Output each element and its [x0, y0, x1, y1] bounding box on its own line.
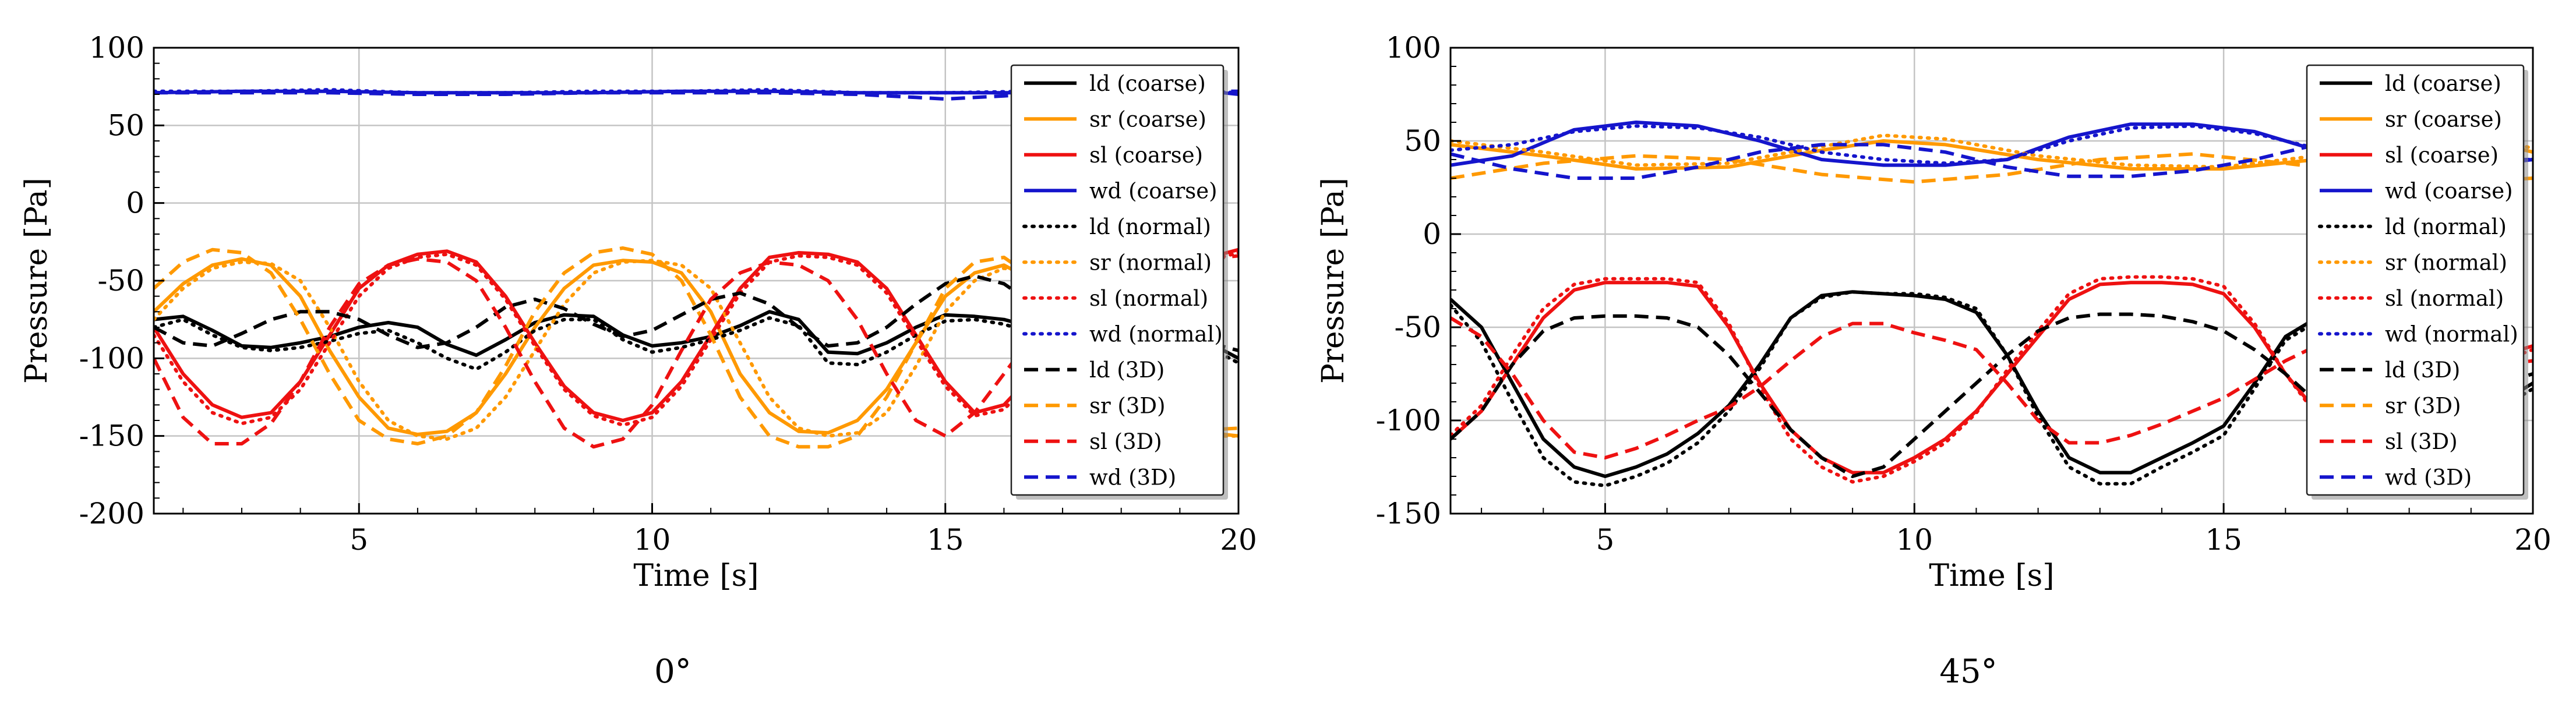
legend-label-sr-normal: sr (normal) — [1089, 250, 1212, 275]
legend-box — [2306, 64, 2525, 496]
legend: ld (coarse) sr (coarse) sl (coarse) wd (coa… — [2306, 64, 2528, 500]
x-tick-label: 15 — [927, 523, 964, 557]
x-tick-label: 15 — [2205, 523, 2242, 557]
legend-label-sr-normal: sr (normal) — [2385, 250, 2507, 275]
legend-label-sr-coarse: sr (coarse) — [2385, 107, 2502, 132]
legend-label-sl-3d: sl (3D) — [1089, 429, 1162, 454]
legend-label-ld-3d: ld (3D) — [2385, 358, 2460, 383]
legend-label-wd-coarse: wd (coarse) — [2385, 178, 2513, 203]
legend-box — [1010, 64, 1225, 496]
legend-label-sr-coarse: sr (coarse) — [1089, 107, 1206, 132]
y-tick-label: 100 — [1386, 31, 1441, 65]
y-tick-label: -150 — [79, 419, 144, 453]
y-axis-label: Pressure [Pa] — [1316, 178, 1351, 384]
chart-panel-45deg: 5 10 15 20 -150 -100 -50 0 50 100 Time [s] Pressure… — [1316, 31, 2552, 691]
x-tick-label: 20 — [2514, 523, 2552, 557]
chart-panel-0deg: 5 10 15 20 -200 -150 -100 -50 0 50 100 Time [s] Pres… — [19, 31, 1257, 691]
y-tick-label: 50 — [1404, 124, 1441, 158]
legend-label-wd-normal: wd (normal) — [2385, 321, 2518, 346]
legend-label-wd-3d: wd (3D) — [1089, 465, 1176, 490]
legend-label-ld-coarse: ld (coarse) — [1089, 71, 1206, 96]
x-tick-label: 5 — [1596, 523, 1615, 557]
y-tick-label: -50 — [1394, 310, 1441, 344]
x-tick-label: 20 — [1220, 523, 1257, 557]
panel-caption: 0° — [654, 653, 691, 691]
x-axis-label: Time [s] — [1929, 558, 2054, 593]
legend-label-ld-3d: ld (3D) — [1089, 358, 1165, 383]
legend-label-sl-normal: sl (normal) — [2385, 286, 2504, 311]
legend-label-sl-coarse: sl (coarse) — [2385, 143, 2499, 168]
legend-label-ld-coarse: ld (coarse) — [2385, 71, 2501, 96]
y-tick-label: -100 — [1376, 404, 1441, 437]
plot-frame — [1449, 47, 2534, 515]
y-tick-label: -50 — [97, 264, 144, 298]
y-axis-label: Pressure [Pa] — [19, 178, 54, 384]
legend-label-wd-3d: wd (3D) — [2385, 465, 2472, 490]
legend-label-wd-normal: wd (normal) — [1089, 321, 1223, 346]
legend-label-sr-3d: sr (3D) — [1089, 393, 1166, 418]
y-tick-label: -200 — [79, 497, 144, 530]
series-line-sl-normal — [154, 251, 1238, 427]
y-tick-label: 0 — [126, 186, 144, 220]
x-tick-label: 5 — [350, 523, 368, 557]
x-tick-label: 10 — [1896, 523, 1933, 557]
x-axis-label: Time [s] — [633, 558, 758, 593]
y-tick-label: 100 — [89, 31, 144, 65]
series-line-ld-normal — [154, 316, 1238, 371]
panel-caption: 45° — [1939, 653, 1997, 691]
y-tick-label: -100 — [79, 341, 144, 375]
legend-label-sl-3d: sl (3D) — [2385, 429, 2458, 454]
legend-label-sr-3d: sr (3D) — [2385, 393, 2461, 418]
legend: ld (coarse) sr (coarse) sl (coarse) wd (coa… — [1010, 64, 1228, 500]
y-tick-label: 0 — [1423, 217, 1441, 251]
legend-label-ld-normal: ld (normal) — [2385, 214, 2507, 239]
legend-label-sl-coarse: sl (coarse) — [1089, 143, 1203, 168]
x-tick-label: 10 — [634, 523, 671, 557]
legend-label-sl-normal: sl (normal) — [1089, 286, 1208, 311]
y-tick-label: -150 — [1376, 497, 1441, 530]
legend-label-wd-coarse: wd (coarse) — [1089, 178, 1218, 203]
series-line-sr-normal — [1451, 133, 2533, 169]
y-tick-label: 50 — [107, 108, 144, 142]
legend-label-ld-normal: ld (normal) — [1089, 214, 1211, 239]
